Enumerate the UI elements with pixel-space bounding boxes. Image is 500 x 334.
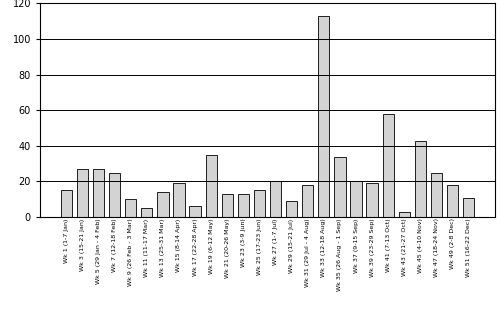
- Bar: [190, 206, 200, 217]
- Bar: [109, 173, 120, 217]
- Bar: [254, 190, 265, 217]
- Bar: [431, 173, 442, 217]
- Bar: [270, 181, 281, 217]
- Bar: [60, 190, 72, 217]
- Bar: [238, 194, 249, 217]
- Bar: [222, 194, 233, 217]
- Bar: [286, 201, 298, 217]
- Bar: [447, 185, 458, 217]
- Bar: [350, 181, 362, 217]
- Bar: [93, 169, 104, 217]
- Bar: [77, 169, 88, 217]
- Bar: [302, 185, 314, 217]
- Bar: [415, 141, 426, 217]
- Bar: [125, 199, 136, 217]
- Bar: [158, 192, 168, 217]
- Bar: [174, 183, 184, 217]
- Bar: [382, 114, 394, 217]
- Bar: [206, 155, 217, 217]
- Bar: [463, 197, 474, 217]
- Bar: [366, 183, 378, 217]
- Bar: [141, 208, 152, 217]
- Bar: [398, 212, 410, 217]
- Bar: [318, 16, 330, 217]
- Bar: [334, 157, 345, 217]
